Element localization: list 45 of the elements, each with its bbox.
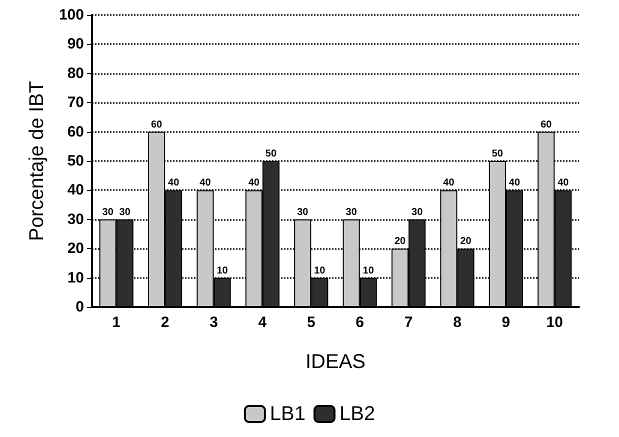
legend-label: LB1 <box>270 403 306 425</box>
x-tick-label: 4 <box>258 314 268 331</box>
data-label: 10 <box>314 265 326 276</box>
data-label: 50 <box>492 148 504 160</box>
x-tick-label: 8 <box>453 314 462 331</box>
data-label: 30 <box>102 206 114 218</box>
y-tick-label: 20 <box>67 240 84 258</box>
y-tick-label: 30 <box>67 210 84 228</box>
x-tick-label: 9 <box>502 314 510 331</box>
y-tick-label: 60 <box>67 123 84 140</box>
x-tick-label: 6 <box>356 314 364 331</box>
data-label: 30 <box>346 206 358 218</box>
y-tick-label: 100 <box>58 6 84 24</box>
data-label: 30 <box>297 206 309 218</box>
data-label: 40 <box>508 178 520 189</box>
y-tick-label: 10 <box>67 269 84 286</box>
data-label: 40 <box>200 178 212 189</box>
data-label: 40 <box>558 178 570 189</box>
data-label: 10 <box>216 265 228 276</box>
x-tick-label: 10 <box>546 314 563 331</box>
y-axis-title: Porcentaje de IBT <box>26 80 48 242</box>
y-tick-label: 90 <box>67 36 84 53</box>
data-label: 10 <box>362 265 374 276</box>
y-tick-label: 50 <box>67 152 84 170</box>
data-label: 60 <box>540 119 552 130</box>
y-tick-label: 70 <box>67 94 84 112</box>
x-tick-label: 1 <box>112 314 121 331</box>
y-tick-label: 80 <box>67 64 84 82</box>
x-tick-label: 5 <box>306 314 316 331</box>
data-label: 60 <box>150 119 163 130</box>
y-tick-label: 40 <box>67 182 84 199</box>
data-label: 50 <box>265 148 277 160</box>
data-label: 20 <box>460 236 472 248</box>
y-tick-label: 0 <box>76 298 84 316</box>
legend-label: LB2 <box>340 403 376 425</box>
x-tick-label: 2 <box>160 314 170 331</box>
data-label: 40 <box>443 178 455 189</box>
data-label: 20 <box>394 236 406 248</box>
data-label: 40 <box>168 178 180 189</box>
x-tick-label: 7 <box>404 314 413 331</box>
x-tick-label: 3 <box>210 314 218 331</box>
data-label: 30 <box>412 206 424 218</box>
data-label: 40 <box>248 178 260 189</box>
data-label: 30 <box>119 206 131 218</box>
x-axis-title: IDEAS <box>305 351 366 373</box>
